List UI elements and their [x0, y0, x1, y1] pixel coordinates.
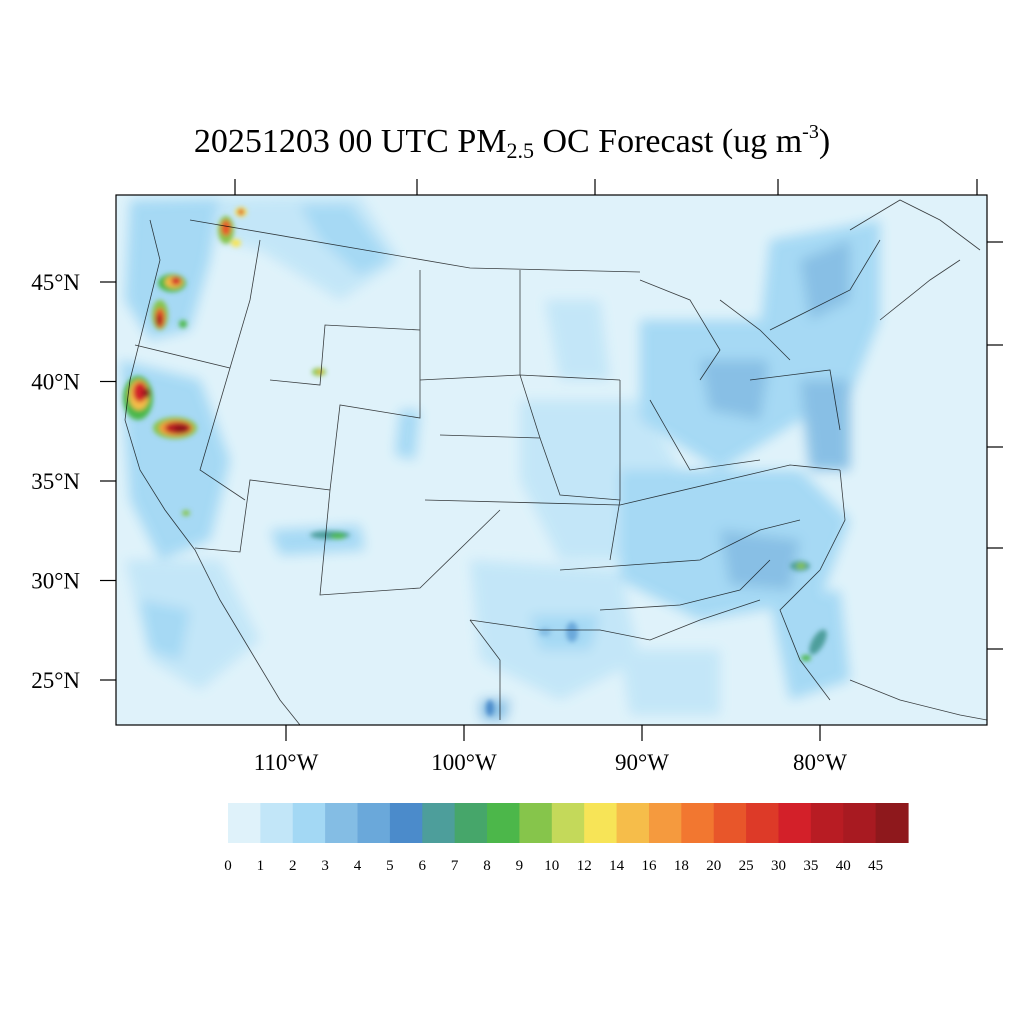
colorbar-swatch: [487, 803, 521, 843]
colorbar-swatch: [648, 803, 682, 843]
lon-label: 90°W: [615, 750, 669, 775]
colorbar-swatch: [681, 803, 715, 843]
colorbar-swatch: [616, 803, 650, 843]
colorbar-swatch: [292, 803, 326, 843]
colorbar-label: 40: [836, 858, 851, 874]
colorbar-swatch: [713, 803, 747, 843]
colorbar-label: 9: [516, 858, 524, 874]
colorbar-swatch: [551, 803, 585, 843]
colorbar-swatch: [584, 803, 618, 843]
colorbar-label: 18: [674, 858, 689, 874]
colorbar-label: 25: [739, 858, 754, 874]
top-ticks: [234, 179, 978, 195]
colorbar-label: 16: [641, 858, 657, 874]
lon-label: 80°W: [793, 750, 847, 775]
title-prefix: 20251203 00 UTC PM: [193, 123, 507, 160]
high-concentration-hotspots: [123, 207, 827, 716]
map-title: 20251203 00 UTC PM2.5 OC Forecast (ug m-…: [0, 118, 1024, 166]
colorbar-label: 6: [419, 858, 427, 874]
colorbar-swatch: [325, 803, 359, 843]
colorbar-label: 30: [771, 858, 786, 874]
boundary-lines: [124, 199, 987, 725]
colorbar-label: 12: [577, 858, 592, 874]
title-subscript: 2.5: [506, 138, 534, 163]
colorbar-swatch: [875, 803, 909, 843]
colorbar-label: 2: [289, 858, 297, 874]
lat-label: 35°N: [31, 469, 80, 494]
colorbar-swatch: [228, 803, 261, 843]
colorbar-swatch: [746, 803, 780, 843]
latitude-axis: 45°N 40°N 35°N 30°N 25°N: [31, 270, 116, 693]
colorbar-label: 45: [868, 858, 883, 874]
lon-label: 110°W: [254, 750, 319, 775]
colorbar-swatch: [843, 803, 877, 843]
colorbar: 0 1 2 3 4 5 6 7 8 9 10 12 14 16 18 20 25 30 35 40 45: [224, 803, 909, 874]
map-frame: [115, 194, 988, 726]
lat-label: 30°N: [31, 569, 80, 594]
colorbar-swatch: [422, 803, 456, 843]
colorbar-swatch: [389, 803, 423, 843]
colorbar-label: 3: [321, 858, 329, 874]
colorbar-label: 4: [354, 858, 362, 874]
colorbar-swatch: [810, 803, 844, 843]
title-close: ): [818, 123, 831, 160]
title-superscript: -3: [802, 121, 819, 143]
colorbar-label: 1: [257, 858, 265, 874]
colorbar-swatch: [519, 803, 553, 843]
colorbar-label: 5: [386, 858, 394, 874]
colorbar-label: 0: [224, 858, 232, 874]
colorbar-label: 20: [706, 858, 721, 874]
concentration-field: [116, 195, 987, 725]
right-ticks: [987, 241, 1003, 650]
longitude-axis: 110°W 100°W 90°W 80°W: [254, 725, 847, 775]
colorbar-swatch: [778, 803, 812, 843]
colorbar-swatch: [454, 803, 488, 843]
colorbar-label: 10: [544, 858, 559, 874]
colorbar-label: 35: [803, 858, 818, 874]
lat-label: 40°N: [31, 370, 80, 395]
colorbar-swatch: [357, 803, 391, 843]
lat-label: 25°N: [31, 668, 80, 693]
colorbar-label: 7: [451, 858, 459, 874]
colorbar-swatch: [260, 803, 294, 843]
lat-label: 45°N: [31, 270, 80, 295]
colorbar-label: 14: [609, 858, 625, 874]
colorbar-label: 8: [483, 858, 491, 874]
title-suffix: OC Forecast (ug m: [533, 123, 803, 160]
lon-label: 100°W: [431, 750, 497, 775]
